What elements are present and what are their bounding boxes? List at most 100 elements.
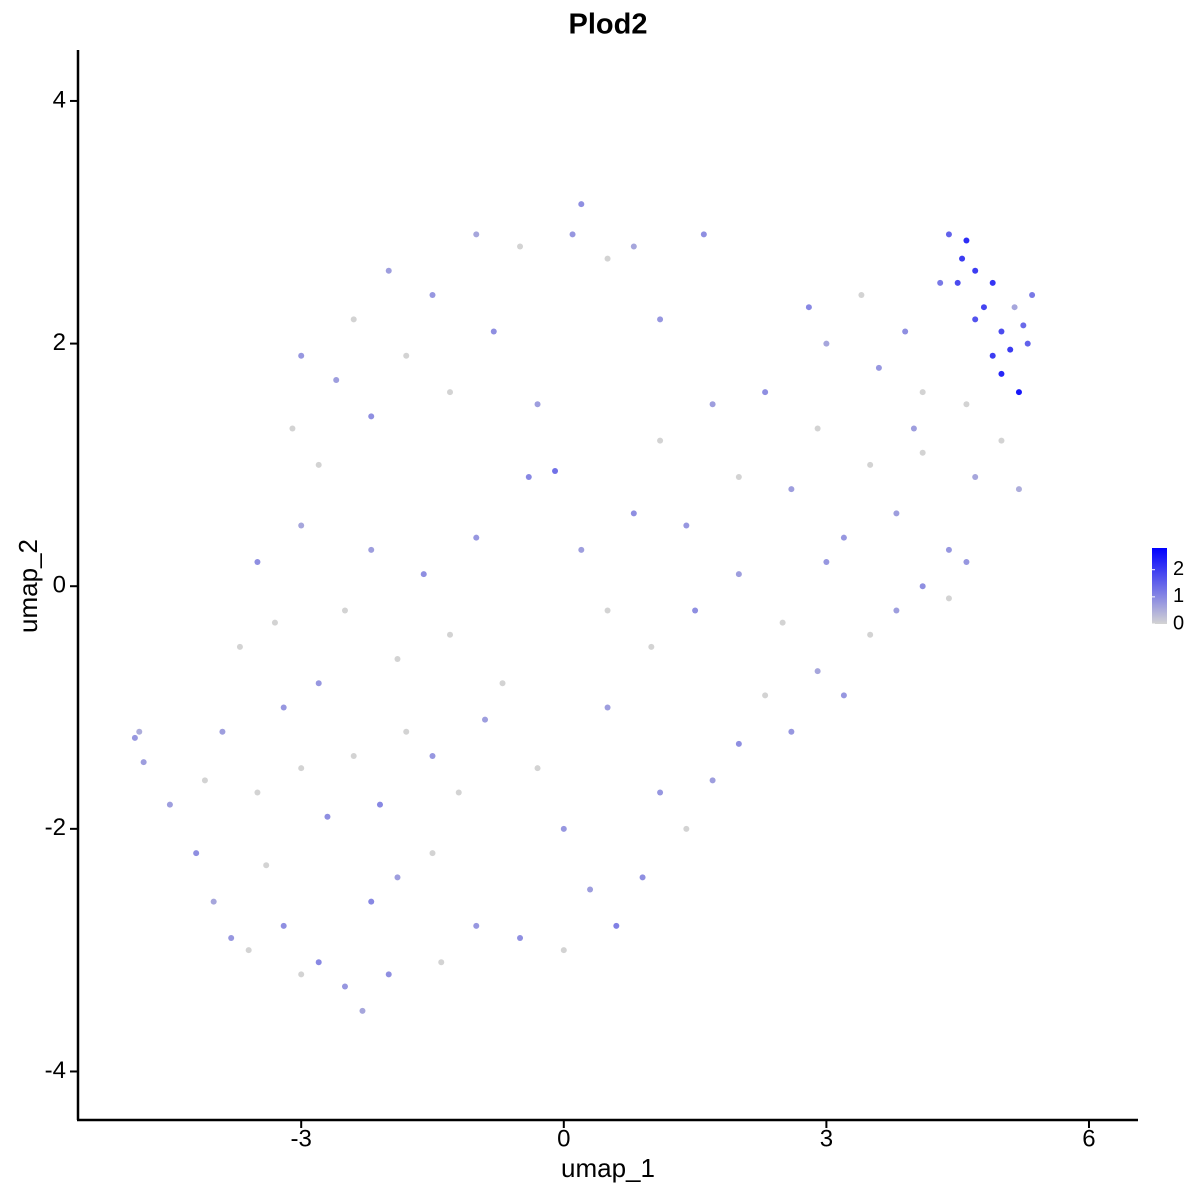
cell-point <box>534 765 541 772</box>
cell-point <box>604 607 611 614</box>
cell-point <box>945 231 952 238</box>
cell-point <box>219 728 226 735</box>
cell-point <box>394 656 401 663</box>
cell-point <box>368 898 375 905</box>
cell-point <box>166 801 173 808</box>
cell-point <box>630 243 637 250</box>
cell-point <box>324 813 331 820</box>
cell-point <box>963 401 970 408</box>
y-axis-label: umap_2 <box>13 539 43 633</box>
cell-point <box>972 267 979 274</box>
cell-point <box>560 947 567 954</box>
cell-point <box>403 728 410 735</box>
cell-point <box>534 401 541 408</box>
cell-point <box>648 643 655 650</box>
cell-point <box>657 437 664 444</box>
cell-point <box>263 862 270 869</box>
cell-point <box>910 425 917 432</box>
cell-point <box>735 740 742 747</box>
x-tick-label: 6 <box>1082 1125 1095 1152</box>
cell-point <box>517 243 524 250</box>
cell-point <box>657 316 664 323</box>
cell-point <box>858 292 865 299</box>
cell-point <box>298 765 305 772</box>
cell-point <box>1015 486 1022 493</box>
cell-point <box>604 704 611 711</box>
chart-title: Plod2 <box>569 9 648 41</box>
y-tick-label: -2 <box>45 814 66 841</box>
y-tick-label: -4 <box>45 1057 66 1084</box>
cell-point <box>298 352 305 359</box>
cell-point <box>315 461 322 468</box>
cell-point <box>193 850 200 857</box>
cell-point <box>867 631 874 638</box>
cell-point <box>245 947 252 954</box>
x-tick-label: 3 <box>820 1125 833 1152</box>
y-tick-label: 0 <box>53 572 66 599</box>
cell-point <box>315 959 322 966</box>
cell-point <box>254 558 261 565</box>
cell-point <box>385 267 392 274</box>
cell-point <box>298 522 305 529</box>
x-tick-label: 0 <box>557 1125 570 1152</box>
cell-point <box>385 971 392 978</box>
x-axis-label: umap_1 <box>561 1153 655 1183</box>
cell-point <box>228 935 235 942</box>
cell-point <box>429 292 436 299</box>
cell-point <box>972 474 979 481</box>
cell-point <box>438 959 445 966</box>
cell-point <box>954 279 961 286</box>
cell-point <box>762 389 769 396</box>
colorbar-tick-label: 1 <box>1173 585 1184 607</box>
cell-point <box>350 753 357 760</box>
cell-point <box>814 425 821 432</box>
cell-point <box>823 340 830 347</box>
cell-point <box>333 376 340 383</box>
cell-point <box>779 619 786 626</box>
cell-point <box>998 370 1005 377</box>
cell-point <box>376 801 383 808</box>
cell-point <box>131 734 138 741</box>
cell-point <box>499 680 506 687</box>
cell-point <box>762 692 769 699</box>
cell-point <box>455 789 462 796</box>
cell-point <box>429 850 436 857</box>
cell-point <box>683 825 690 832</box>
cell-point <box>569 231 576 238</box>
cell-point <box>552 467 559 474</box>
cell-point <box>959 255 966 262</box>
colorbar <box>1152 548 1167 624</box>
cell-point <box>945 546 952 553</box>
cell-point <box>840 692 847 699</box>
cell-point <box>136 728 143 735</box>
cell-point <box>315 680 322 687</box>
cell-point <box>289 425 296 432</box>
cell-point <box>560 825 567 832</box>
cell-point <box>280 704 287 711</box>
cell-point <box>525 474 532 481</box>
cell-point <box>700 231 707 238</box>
cell-point <box>350 316 357 323</box>
cell-point <box>473 231 480 238</box>
cell-point <box>989 352 996 359</box>
cell-point <box>919 389 926 396</box>
cell-point <box>1029 292 1036 299</box>
cell-point <box>998 437 1005 444</box>
cell-point <box>1020 322 1027 329</box>
cell-point <box>972 316 979 323</box>
cell-point <box>368 546 375 553</box>
cell-point <box>902 328 909 335</box>
cell-point <box>998 328 1005 335</box>
cell-point <box>788 486 795 493</box>
cell-point <box>578 546 585 553</box>
cell-point <box>359 1007 366 1014</box>
y-tick-label: 2 <box>53 329 66 356</box>
cell-point <box>630 510 637 517</box>
cell-point <box>963 237 970 244</box>
cell-point <box>517 935 524 942</box>
cell-point <box>937 279 944 286</box>
cell-point <box>587 886 594 893</box>
cell-point <box>210 898 217 905</box>
cell-point <box>604 255 611 262</box>
